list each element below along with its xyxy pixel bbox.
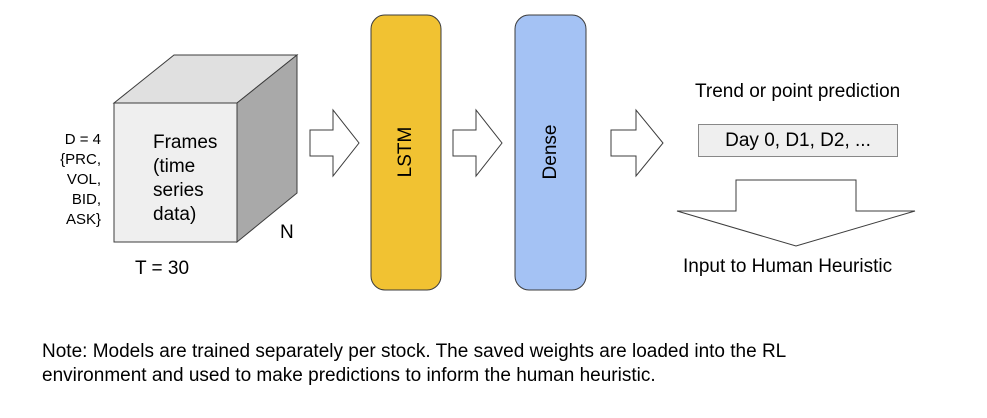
prediction-output-box: Day 0, D1, D2, ... [698, 124, 898, 157]
arrow-to-output [610, 108, 664, 178]
n-dimension-label: N [280, 222, 294, 243]
t-dimension-label: T = 30 [135, 258, 190, 279]
note-line: environment and used to make predictions… [42, 365, 656, 386]
dimension-line: D = 4 [64, 131, 101, 148]
output-title: Trend or point prediction [695, 81, 901, 102]
arrow-to-dense [452, 108, 503, 178]
prediction-output-text: Day 0, D1, D2, ... [725, 129, 871, 151]
dense-layer-label: Dense [540, 124, 561, 180]
arrow-down-to-heuristic [676, 179, 916, 247]
arrow-to-lstm [309, 108, 360, 178]
dense-layer-block [514, 14, 587, 291]
lstm-layer-label: LSTM [395, 126, 416, 178]
dimension-line: VOL, [66, 171, 101, 188]
dimension-line: {PRC, [60, 151, 101, 168]
frames-line: (time [153, 156, 196, 177]
lstm-layer-block [370, 14, 442, 291]
frames-line: Frames [153, 132, 218, 153]
dimension-line: ASK} [65, 211, 101, 228]
frames-label: Frames (time series data) [153, 131, 217, 227]
frames-line: data) [153, 204, 197, 225]
diagram-note: Note: Models are trained separately per … [42, 340, 942, 388]
dimension-line: BID, [71, 191, 101, 208]
note-line: Note: Models are trained separately per … [42, 341, 787, 362]
cube-front-face [113, 102, 238, 243]
frames-line: series [153, 180, 204, 201]
feature-dimension-label: D = 4 {PRC, VOL, BID, ASK} [40, 130, 101, 230]
heuristic-caption: Input to Human Heuristic [683, 256, 893, 277]
